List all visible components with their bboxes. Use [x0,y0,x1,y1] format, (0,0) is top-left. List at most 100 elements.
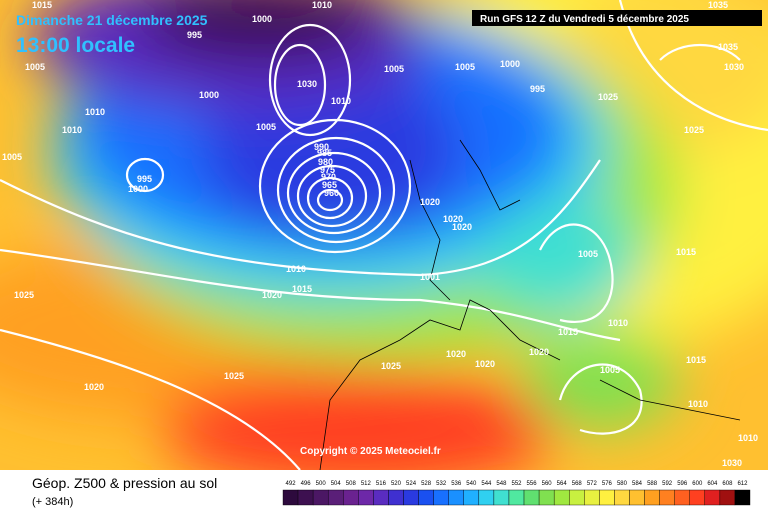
isobar-label: 1010 [738,433,758,443]
legend-swatch [508,489,525,506]
legend-label: 576 [602,481,613,487]
legend-label: 568 [572,481,583,487]
isobar-label: 1020 [262,290,282,300]
isobar-label: 1015 [292,284,312,294]
isobar-label: 1025 [224,371,244,381]
map-time: 13:00 locale [16,34,135,57]
isobar-label: 1010 [62,125,82,135]
legend-label: 584 [632,481,643,487]
legend: 492 496 500 504 508 512 516 520 524 528 532 536 540 5… [282,481,751,506]
isobar-label: 1000 [500,59,520,69]
isobar-label: 1005 [2,152,22,162]
legend-swatch [373,489,389,506]
isobar-label: 1020 [84,382,104,392]
legend-swatch [734,489,751,506]
legend-label: 604 [707,481,718,487]
legend-label: 592 [662,481,673,487]
legend-label: 508 [346,481,357,487]
legend-swatch [388,489,404,506]
legend-swatch [599,489,615,506]
isobar-label: 965 [322,180,337,190]
legend-swatch [689,489,706,506]
legend-swatch [644,489,660,506]
footer-title: Géop. Z500 & pression au sol [32,475,217,491]
legend-label: 512 [361,481,372,487]
legend-swatch [403,489,419,506]
legend-label: 580 [617,481,628,487]
legend-label: 552 [511,481,522,487]
isobar-label: 1020 [443,214,463,224]
copyright: Copyright © 2025 Meteociel.fr [300,446,441,457]
legend-swatch [343,489,359,506]
legend-label: 500 [316,481,327,487]
isobar-label: 995 [137,174,152,184]
legend-swatch [704,489,721,506]
legend-label: 516 [376,481,387,487]
isobar-label: 1025 [684,125,704,135]
isobar-label: 1000 [128,184,148,194]
legend-label: 496 [301,481,312,487]
legend-label: 540 [466,481,477,487]
run-info: Run GFS 12 Z du Vendredi 5 décembre 2025 [480,14,689,25]
legend-swatch [433,489,449,506]
isobar-label: 1035 [718,42,738,52]
coastlines [319,139,741,471]
isobar-label: 1005 [455,62,475,72]
isobar-label: 1020 [529,347,549,357]
isobar-label: 1010 [286,264,306,274]
isobar-label: 1030 [297,79,317,89]
legend-label: 608 [722,481,733,487]
isobar-label: 1020 [452,222,472,232]
isobar-label: 1005 [600,365,620,375]
legend-swatch [312,489,329,506]
legend-swatch [538,489,555,506]
isobar-label: 1025 [598,92,618,102]
isobar-label: 1010 [608,318,628,328]
legend-label: 520 [391,481,402,487]
isobar-label: 1010 [688,399,708,409]
isobar-label: 980 [318,157,333,167]
legend-label: 556 [527,481,538,487]
legend-swatch [553,489,570,506]
legend-swatch [358,489,374,506]
legend-swatch [282,489,299,506]
map-date: Dimanche 21 décembre 2025 [16,12,208,28]
isobar-label: 1025 [14,290,34,300]
isobar-label: 1010 [312,0,332,10]
isobar-label: 990 [314,142,329,152]
legend-label: 544 [481,481,492,487]
isobar-label: 1030 [722,458,742,468]
legend-swatch [448,489,464,506]
isobar-label: 1010 [85,107,105,117]
isobar-label: 1035 [708,0,728,10]
isobar-label: 1015 [32,0,52,10]
run-box [472,10,762,26]
legend-swatch [418,489,434,506]
isobar-label: 995 [187,30,202,40]
legend-label: 588 [647,481,658,487]
legend-swatch [463,489,480,506]
isobar-label: 1005 [384,64,404,74]
isobar-label: 995 [530,84,545,94]
legend-label: 504 [331,481,342,487]
isobar-label: 1000 [252,14,272,24]
isobar-label: 985 [317,148,332,158]
isobar-label: 960 [324,188,339,198]
legend-label: 564 [557,481,568,487]
isobar-label: 975 [320,165,335,175]
legend-label: 600 [692,481,703,487]
isobar-label: 1015 [676,247,696,257]
legend-swatch [478,489,495,506]
isobar-label: 1005 [256,122,276,132]
legend-swatch [674,489,690,506]
legend-swatch [523,489,540,506]
legend-swatch [569,489,585,506]
legend-label: 612 [737,481,748,487]
legend-label: 532 [436,481,447,487]
legend-swatch [297,489,314,506]
isobar-label: 1020 [475,359,495,369]
isobar-label: 1015 [686,355,706,365]
legend-label: 560 [542,481,553,487]
isobar-label: 970 [321,172,336,182]
